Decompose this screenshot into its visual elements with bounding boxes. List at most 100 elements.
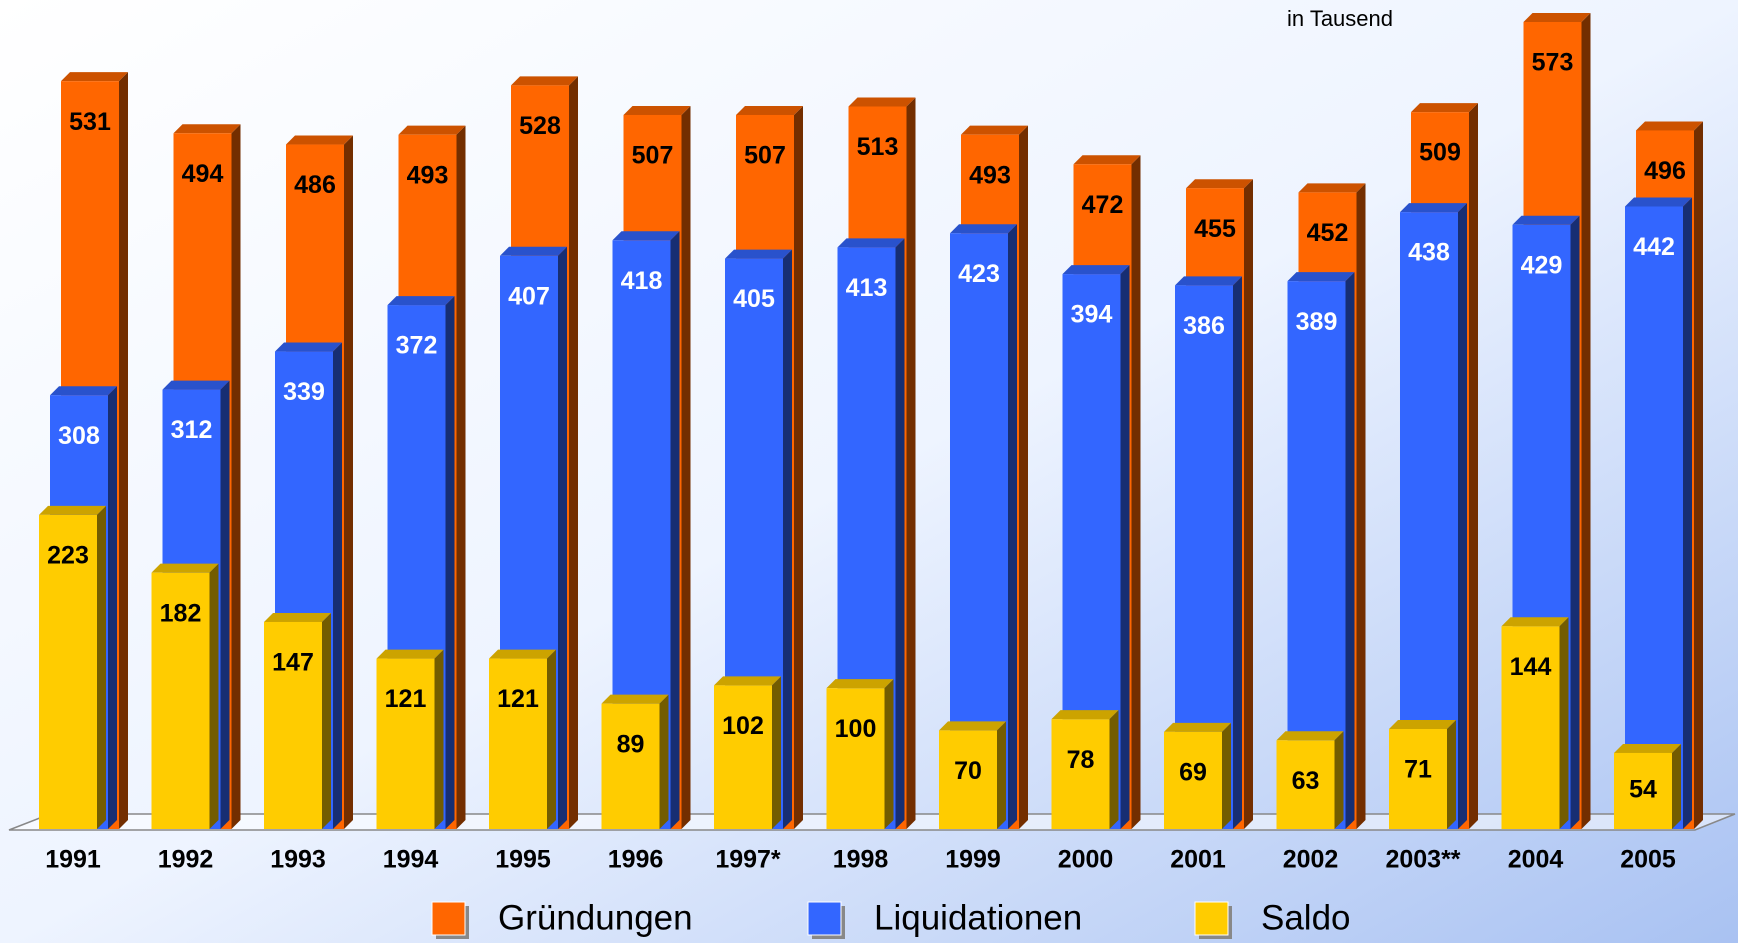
- bar-side: [1570, 215, 1580, 830]
- bar-top: [1276, 731, 1344, 741]
- x-tick-label: 2001: [1170, 846, 1226, 874]
- bar-top: [736, 105, 803, 115]
- x-tick-label: 1996: [608, 846, 664, 874]
- bar-top: [489, 649, 556, 659]
- bar: [1614, 752, 1672, 829]
- bar: [714, 685, 772, 829]
- bar-side: [1672, 743, 1681, 829]
- bar: [1051, 719, 1110, 829]
- bar-top: [623, 105, 691, 115]
- bar-top: [1051, 710, 1119, 720]
- bar-side: [895, 238, 905, 829]
- value-label: 312: [171, 416, 213, 444]
- bar-side: [547, 649, 556, 829]
- subtitle: in Tausend: [1287, 6, 1393, 31]
- value-label: 102: [722, 712, 764, 740]
- bar-side: [772, 676, 781, 829]
- value-label: 452: [1307, 219, 1349, 247]
- value-label: 89: [617, 730, 645, 758]
- value-label: 438: [1408, 239, 1450, 267]
- bar-top: [1512, 215, 1580, 225]
- bar: [826, 688, 885, 829]
- bar-side: [1334, 731, 1344, 829]
- bar-top: [376, 649, 444, 659]
- bar-top: [714, 676, 781, 686]
- bar-side: [1019, 125, 1028, 829]
- bar-top: [286, 135, 353, 145]
- bar-top: [1073, 155, 1141, 165]
- value-label: 78: [1067, 746, 1095, 774]
- value-label: 429: [1521, 251, 1563, 279]
- value-label: 413: [846, 274, 888, 302]
- bar-side: [209, 563, 219, 829]
- value-label: 486: [294, 171, 336, 199]
- value-label: 531: [69, 108, 111, 136]
- bar-side: [783, 249, 792, 830]
- bar: [1501, 626, 1560, 829]
- value-label: 507: [632, 142, 674, 170]
- value-label: 69: [1179, 758, 1207, 786]
- value-label: 339: [283, 378, 325, 406]
- bar-top: [387, 296, 455, 306]
- bar-top: [939, 721, 1006, 731]
- bar: [1625, 206, 1683, 829]
- bar-top: [500, 246, 567, 256]
- bar-top: [61, 72, 128, 82]
- x-tick-label: 1993: [270, 846, 326, 874]
- value-label: 513: [857, 133, 899, 161]
- bar-side: [1458, 203, 1467, 830]
- bar: [39, 514, 97, 829]
- bar-top: [275, 342, 342, 352]
- value-label: 144: [1510, 653, 1552, 681]
- x-tick-label: 1997*: [715, 846, 781, 874]
- x-tick-label: 1999: [945, 846, 1001, 874]
- value-label: 70: [954, 757, 982, 785]
- value-label: 509: [1419, 139, 1461, 167]
- value-label: 455: [1194, 215, 1236, 243]
- value-label: 573: [1532, 49, 1574, 77]
- value-label: 100: [835, 715, 877, 743]
- bar: [376, 658, 435, 829]
- value-label: 423: [958, 260, 1000, 288]
- bar-top: [950, 224, 1017, 234]
- bar-top: [511, 76, 578, 86]
- bar-top: [848, 97, 916, 107]
- bar-side: [445, 296, 455, 830]
- bar-top: [1523, 13, 1591, 22]
- bar-side: [1345, 272, 1355, 829]
- value-label: 147: [272, 649, 314, 677]
- bar-side: [1356, 183, 1366, 829]
- bar-side: [108, 386, 117, 829]
- value-label: 394: [1071, 301, 1113, 329]
- bar-top: [1636, 121, 1703, 131]
- bar-top: [1175, 276, 1242, 286]
- value-label: 407: [508, 282, 550, 310]
- value-label: 528: [519, 112, 561, 140]
- value-label: 372: [396, 332, 438, 360]
- bar: [1164, 731, 1222, 829]
- bar-top: [1614, 743, 1681, 753]
- bar: [151, 572, 210, 829]
- bar-top: [1062, 265, 1130, 275]
- bar-side: [97, 505, 106, 829]
- bar: [489, 658, 547, 829]
- value-label: 308: [58, 422, 100, 450]
- bar-top: [1389, 720, 1456, 730]
- bar-top: [612, 231, 680, 241]
- bar-top: [826, 679, 894, 689]
- value-label: 182: [160, 599, 202, 627]
- bar-side: [1694, 121, 1703, 830]
- value-label: 389: [1296, 308, 1338, 336]
- x-tick-label: 2004: [1508, 846, 1564, 874]
- bar-top: [264, 612, 331, 622]
- bar-side: [794, 105, 803, 829]
- bar: [1276, 740, 1335, 829]
- x-tick-label: 1998: [833, 846, 889, 874]
- bars: 531 308 223 1991 494 312 182 1992 486 339 147 1993 4…: [39, 13, 1703, 874]
- x-tick-label: 1995: [495, 846, 551, 874]
- bar-side: [434, 649, 444, 829]
- value-label: 386: [1183, 312, 1225, 340]
- bar-side: [997, 721, 1006, 829]
